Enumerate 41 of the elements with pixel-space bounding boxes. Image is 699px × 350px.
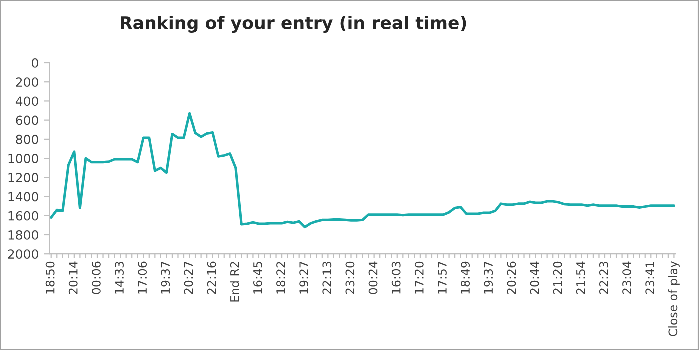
y-tick-label: 200 [16,78,38,88]
x-tick-label: 23:04 [622,262,632,294]
x-tick-label: 18:49 [461,262,470,294]
x-tick-label: 20:44 [530,262,540,294]
x-tick-label: 20:14 [68,262,78,294]
y-tick-label: 800 [16,134,38,144]
x-tick-label: 21:54 [576,262,586,294]
y-tick-label: 1200 [8,173,38,183]
y-tick-label: 2000 [8,250,38,260]
x-tick-label: 20:27 [184,262,194,294]
x-tick-label: 17:57 [438,262,447,294]
x-tick-label: 20:26 [507,262,516,294]
x-tick-label: 17:06 [138,262,148,294]
line-series [50,112,676,229]
x-tick-label: 22:13 [322,262,332,294]
x-tick-label: 23:41 [646,262,655,294]
y-tick-label: 1600 [8,211,38,221]
x-tick-label: 22:23 [599,262,608,294]
y-tick-label: 0 [32,58,38,68]
x-tick-label: End R2 [230,262,240,302]
x-tick-label: 19:37 [161,262,170,294]
x-tick-label: 19:27 [300,262,309,294]
y-tick-label: 1800 [8,230,38,240]
x-tick-label: Close of play [668,261,680,336]
x-tick-label: 16:03 [392,262,401,294]
y-tick-label: 400 [16,96,38,106]
x-tick-label: 17:20 [414,262,424,294]
x-tick-label: 21:20 [553,262,562,294]
x-tick-label: 18:50 [46,262,55,294]
x-tick-label: 22:16 [207,262,216,294]
x-tick-label: 00:24 [368,262,378,294]
x-tick-label: 00:06 [92,262,101,294]
x-tick-label: 18:22 [276,262,286,294]
x-tick-label: 23:20 [346,262,355,294]
x-tick-label: 16:45 [253,262,262,294]
x-tick-label: 19:37 [484,262,494,294]
y-tick-label: 1400 [8,192,38,202]
chart-title: Ranking of your entry (in real time) [121,16,466,33]
y-tick-label: 1000 [8,154,38,164]
y-tick-label: 600 [16,116,38,126]
x-tick-label: 14:33 [115,262,124,294]
